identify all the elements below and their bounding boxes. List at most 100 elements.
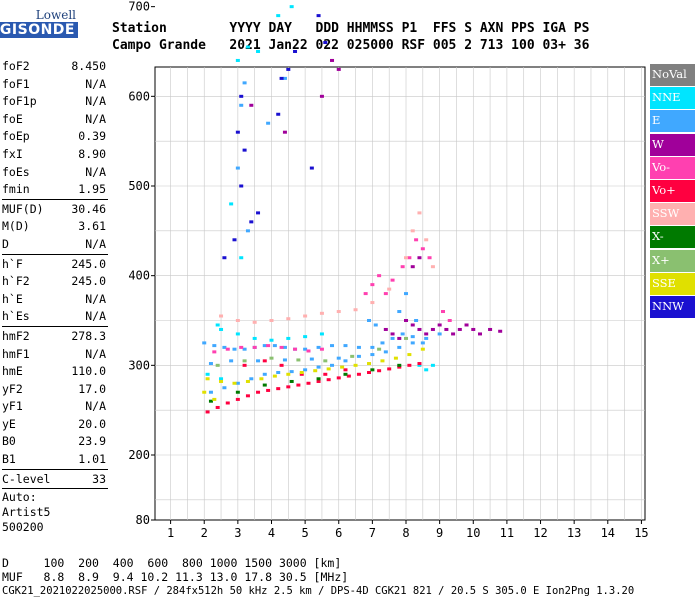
data-point (407, 363, 412, 367)
data-point (410, 341, 415, 345)
data-point (424, 368, 429, 372)
data-point (404, 336, 409, 340)
data-point (303, 368, 308, 372)
data-point (286, 385, 291, 389)
data-point (252, 320, 257, 324)
data-point (293, 49, 298, 53)
param-label: foF1 (2, 76, 30, 91)
data-point (397, 310, 402, 314)
data-point (319, 347, 324, 351)
x-tick-label: 6 (335, 526, 342, 540)
param-label: hmF1 (2, 346, 30, 361)
param-value: N/A (85, 111, 106, 126)
param-label: hmE (2, 364, 23, 379)
y-tick-label: 500 (128, 179, 150, 193)
data-point (356, 354, 361, 358)
data-point (276, 14, 281, 18)
y-tick-label: 200 (128, 448, 150, 462)
data-point (336, 67, 341, 71)
data-point (367, 371, 372, 375)
data-point (363, 292, 368, 296)
data-point (387, 367, 392, 371)
data-point (404, 318, 409, 322)
station-header: Station YYYY DAY DDD HHMMSS P1 FFS S AXN… (112, 20, 589, 54)
data-point (235, 58, 240, 62)
legend-item: Vo- (650, 156, 695, 179)
data-point (383, 327, 388, 331)
data-point (252, 345, 257, 349)
data-point (420, 247, 425, 251)
data-point (424, 336, 429, 340)
data-point (262, 359, 267, 363)
legend-item: X- (650, 226, 695, 249)
data-point (208, 390, 213, 394)
data-point (380, 341, 385, 345)
data-point (323, 359, 328, 363)
data-point (262, 383, 267, 387)
data-point (279, 363, 284, 367)
data-point (313, 369, 318, 373)
param-value: 245.0 (71, 256, 106, 271)
data-point (417, 211, 422, 215)
data-point (330, 344, 335, 348)
param-label: yF2 (2, 381, 23, 396)
data-point (471, 327, 476, 331)
plot-area (154, 66, 646, 521)
data-point (296, 383, 301, 387)
data-point (245, 45, 250, 49)
data-point (269, 338, 274, 342)
param-value: 3.61 (78, 219, 106, 234)
data-point (420, 341, 425, 345)
param-label: foEp (2, 129, 30, 144)
data-point (235, 397, 240, 401)
data-point (380, 359, 385, 363)
param-value: 8.90 (78, 146, 106, 161)
data-point (488, 327, 493, 331)
data-point (303, 314, 308, 318)
data-point (215, 323, 220, 327)
param-value: 110.0 (71, 364, 106, 379)
data-point (235, 318, 240, 322)
data-point (336, 376, 341, 380)
x-tick-label: 3 (234, 526, 241, 540)
y-tick-label: 600 (128, 89, 150, 103)
data-point (316, 379, 321, 383)
param-label: D (2, 236, 9, 251)
data-point (262, 344, 267, 348)
param-value: N/A (85, 399, 106, 414)
footer-muf-line: MUF 8.8 8.9 9.4 10.2 11.3 13.0 17.8 30.5… (2, 570, 349, 584)
param-row: yF1 N/A (2, 398, 108, 416)
data-point (259, 377, 264, 381)
x-tick-label: 15 (634, 526, 648, 540)
data-point (212, 397, 217, 401)
data-point (407, 256, 412, 260)
data-point (229, 359, 234, 363)
data-point (249, 220, 254, 224)
param-value: 1.95 (78, 182, 106, 197)
data-point (316, 345, 321, 349)
y-tick-label: 400 (128, 269, 150, 283)
param-label: foEs (2, 164, 30, 179)
data-point (437, 323, 442, 327)
data-point (256, 211, 261, 215)
header-line2: Campo Grande 2021 Jan22 022 025000 RSF 0… (112, 38, 590, 53)
data-point (205, 410, 210, 414)
param-row: B0 23.9 (2, 433, 108, 451)
data-point (235, 130, 240, 134)
data-point (326, 378, 331, 382)
data-point (498, 329, 503, 333)
data-point (276, 112, 281, 116)
data-point (336, 356, 341, 360)
param-label: B1 (2, 452, 16, 467)
x-tick-label: 7 (369, 526, 376, 540)
param-value: N/A (85, 164, 106, 179)
data-point (377, 347, 382, 351)
param-row: D N/A (2, 236, 108, 254)
data-point (447, 318, 452, 322)
data-point (286, 336, 291, 340)
param-row: fmin 1.95 (2, 181, 108, 199)
param-label: h`E (2, 291, 23, 306)
data-point (373, 323, 378, 327)
data-point (282, 130, 287, 134)
param-row: h`E N/A (2, 291, 108, 309)
